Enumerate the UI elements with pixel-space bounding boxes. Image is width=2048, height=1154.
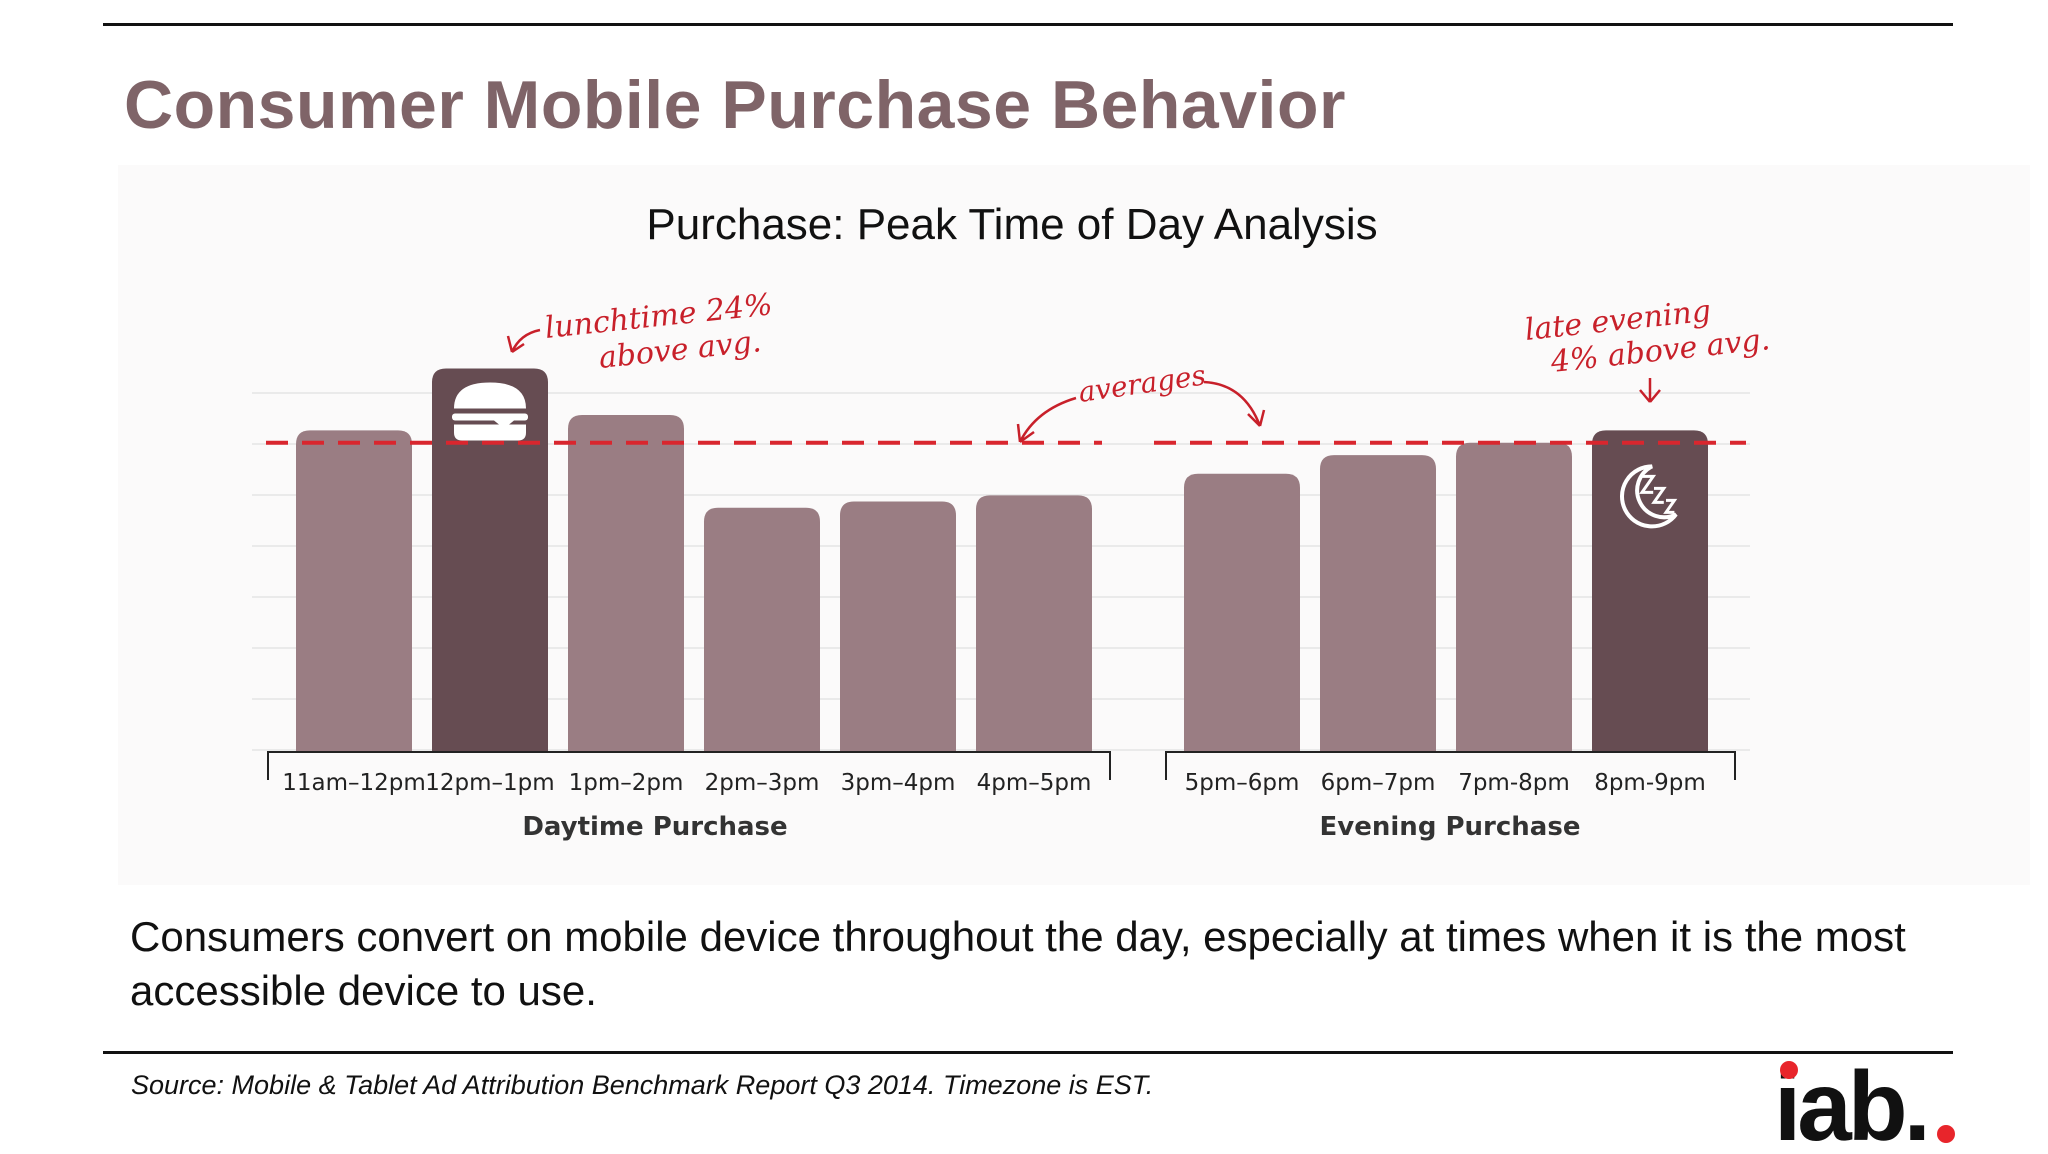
burger-bun-bottom (454, 424, 526, 441)
group-label: Daytime Purchase (522, 812, 787, 842)
annotation-evening-arrow (1639, 378, 1661, 403)
bar (1592, 430, 1708, 752)
annotation-averages-arrow-left (1016, 396, 1077, 444)
burger-bun-top (454, 382, 526, 409)
iab-logo: iab. (1774, 1054, 1955, 1154)
burger-icon (452, 382, 528, 441)
z-glyph (1651, 486, 1667, 504)
x-tick-label: 6pm–7pm (1321, 770, 1436, 796)
x-tick-label: 4pm–5pm (977, 770, 1092, 796)
chart-title: Purchase: Peak Time of Day Analysis (646, 200, 1378, 249)
bar (1456, 442, 1572, 752)
axes (267, 751, 1736, 780)
burger-patty (452, 413, 528, 421)
group-label: Evening Purchase (1320, 812, 1581, 842)
bar (296, 430, 412, 752)
x-tick-label: 2pm–3pm (705, 770, 820, 796)
burger-cheese (494, 420, 514, 429)
x-tick-label: 5pm–6pm (1185, 770, 1300, 796)
annotation-lunch-arrow (506, 328, 541, 354)
x-axis-bracket (267, 751, 1111, 780)
slide-caption: Consumers convert on mobile device throu… (130, 913, 1906, 1014)
iab-logo-dot (1780, 1061, 1798, 1079)
x-tick-label: 11am–12pm (282, 770, 426, 796)
bar (704, 507, 820, 752)
slide-title: Consumer Mobile Purchase Behavior (124, 67, 1346, 143)
x-tick-label: 8pm-9pm (1594, 770, 1706, 796)
z-glyph (1663, 498, 1678, 514)
x-tick-label: 12pm–1pm (425, 770, 554, 796)
moon-shape (1620, 464, 1678, 529)
sleep-moon-icon (1620, 464, 1678, 529)
bar-chart: 11am–12pm 12pm–1pm 1pm–2pm 2pm–3pm 3pm–4pm 4p… (252, 287, 1772, 842)
x-tick-label: 1pm–2pm (569, 770, 684, 796)
top-rule (103, 23, 1953, 26)
annotation-averages: averages (1076, 358, 1207, 408)
bar (1184, 473, 1300, 752)
x-tick-label: 7pm-8pm (1458, 770, 1570, 796)
z-glyph (1639, 474, 1657, 494)
bar-icons (452, 382, 1678, 529)
bottom-rule (103, 1051, 1953, 1054)
iab-logo-text: iab. (1774, 1054, 1927, 1154)
bars (296, 368, 1708, 752)
bar (432, 368, 548, 752)
tick-labels: 11am–12pm 12pm–1pm 1pm–2pm 2pm–3pm 3pm–4pm 4p… (282, 770, 1706, 842)
bar (1320, 455, 1436, 752)
source-note: Source: Mobile & Tablet Ad Attribution B… (131, 1070, 1154, 1100)
bar (976, 495, 1092, 752)
iab-logo-period (1937, 1125, 1955, 1143)
x-axis-bracket (1165, 751, 1736, 780)
x-tick-label: 3pm–4pm (841, 770, 956, 796)
annotation-averages-arrow-right (1203, 380, 1266, 427)
bar (840, 501, 956, 752)
bar (568, 414, 684, 752)
